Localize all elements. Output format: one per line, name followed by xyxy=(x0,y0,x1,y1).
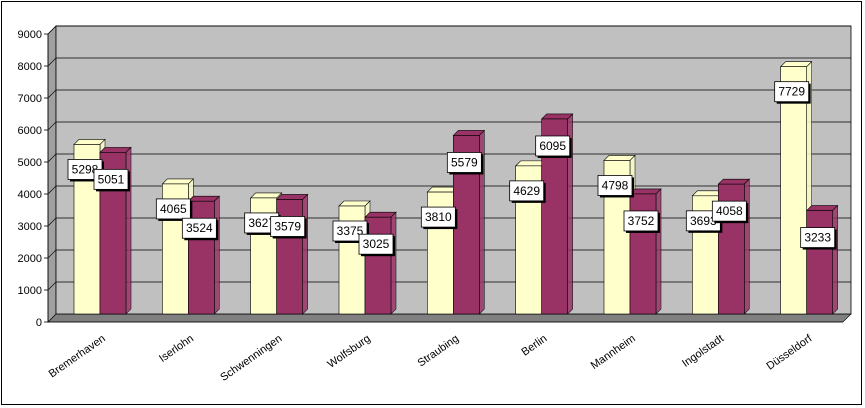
bar-series2 xyxy=(806,210,833,315)
bar-series1 xyxy=(780,66,807,315)
data-label-series2: 3233 xyxy=(804,231,831,245)
plot-floor xyxy=(47,313,852,323)
bar-series2-side xyxy=(655,188,662,315)
bar-series2-side xyxy=(390,211,397,315)
bar-series2 xyxy=(364,216,392,315)
data-label-series2-box xyxy=(181,217,217,239)
data-label-series2: 5051 xyxy=(98,172,125,186)
data-label-series1-box xyxy=(332,220,368,242)
y-tick-label: 0 xyxy=(36,317,42,329)
y-tick-label: 6000 xyxy=(18,125,42,137)
data-label-series2: 5579 xyxy=(451,155,478,169)
data-label-series2: 3524 xyxy=(186,221,213,235)
bar-series2-side xyxy=(744,178,750,315)
x-tick-label: Straubing xyxy=(416,333,461,370)
y-tick-label: 4000 xyxy=(18,189,42,201)
x-tick-label: Wolfsburg xyxy=(325,333,372,371)
x-tick-label: Iserlohn xyxy=(157,333,196,365)
gridline-side xyxy=(47,185,57,195)
gridline-side xyxy=(47,121,57,131)
data-label-series2-box xyxy=(93,168,129,190)
data-label-series2: 3579 xyxy=(274,219,301,233)
x-tick-label: Ingolstadt xyxy=(680,333,726,370)
data-label-series1: 3627 xyxy=(248,216,275,230)
y-tick-label: 8000 xyxy=(18,61,42,73)
bar-series2-side xyxy=(214,195,220,315)
x-tick-label: Mannheim xyxy=(589,333,638,372)
x-tick-label: Bremerhaven xyxy=(47,333,108,381)
y-tick-label: 2000 xyxy=(18,253,42,265)
data-label-series2-box xyxy=(358,233,394,255)
data-label-series1-box xyxy=(420,206,456,228)
data-label-series2: 3025 xyxy=(363,237,390,251)
data-label-series1: 5298 xyxy=(72,162,99,176)
gridline-side xyxy=(47,249,57,259)
y-tick-label: 5000 xyxy=(18,157,42,169)
plot-side-wall xyxy=(47,25,57,323)
x-tick-label: Schwenningen xyxy=(218,333,284,384)
data-label-series2-box xyxy=(270,216,306,237)
gridline-side xyxy=(47,57,57,67)
gridline-side xyxy=(47,153,57,163)
data-label-series2-box xyxy=(623,210,659,232)
data-label-series1-box xyxy=(155,198,191,220)
data-label-series1-box xyxy=(774,81,810,103)
gridline-side xyxy=(47,217,57,227)
data-label-series2-box xyxy=(800,227,836,248)
data-label-series1: 4629 xyxy=(513,184,540,198)
data-label-series2-box xyxy=(446,152,482,173)
data-label-series1: 3375 xyxy=(337,224,364,238)
data-label-series1: 3810 xyxy=(425,210,452,224)
data-label-series2-box xyxy=(711,200,747,222)
x-tick-label: Düsseldorf xyxy=(764,332,815,373)
gridline-side xyxy=(47,25,57,35)
data-label-series1: 7729 xyxy=(778,85,805,99)
data-label-series1-box xyxy=(597,175,633,196)
y-tick-label: 1000 xyxy=(18,285,42,297)
data-label-series1: 4798 xyxy=(602,178,629,192)
x-tick-label: Berlin xyxy=(519,333,549,359)
data-label-series1: 4065 xyxy=(160,202,187,216)
y-tick-label: 7000 xyxy=(18,93,42,105)
gridline-side xyxy=(47,281,57,291)
data-label-series2: 6095 xyxy=(539,139,566,153)
data-label-series2: 3752 xyxy=(628,214,655,228)
data-label-series1: 3693 xyxy=(690,214,717,228)
bar-series2-side xyxy=(302,193,308,315)
bar-series2-side xyxy=(832,204,838,315)
data-label-series2-box xyxy=(535,135,571,157)
y-tick-label: 3000 xyxy=(18,221,42,233)
data-label-series2: 4058 xyxy=(716,204,743,218)
data-label-series1-box xyxy=(509,180,545,202)
gridline-side xyxy=(47,89,57,99)
y-tick-label: 9000 xyxy=(18,29,42,41)
